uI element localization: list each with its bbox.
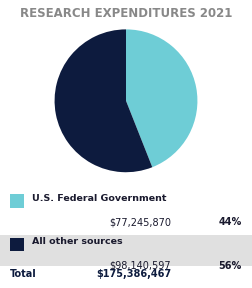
Text: 44%: 44% [219, 217, 242, 228]
Wedge shape [126, 29, 197, 167]
Text: All other sources: All other sources [32, 237, 122, 246]
Text: U.S. Federal Government: U.S. Federal Government [32, 194, 166, 203]
Text: 56%: 56% [219, 261, 242, 271]
Text: $175,386,467: $175,386,467 [96, 269, 171, 279]
Text: RESEARCH EXPENDITURES 2021: RESEARCH EXPENDITURES 2021 [20, 7, 232, 20]
Text: $77,245,870: $77,245,870 [109, 217, 171, 228]
Wedge shape [55, 29, 152, 172]
Text: $98,140,597: $98,140,597 [110, 261, 171, 271]
Text: Total: Total [10, 269, 37, 279]
